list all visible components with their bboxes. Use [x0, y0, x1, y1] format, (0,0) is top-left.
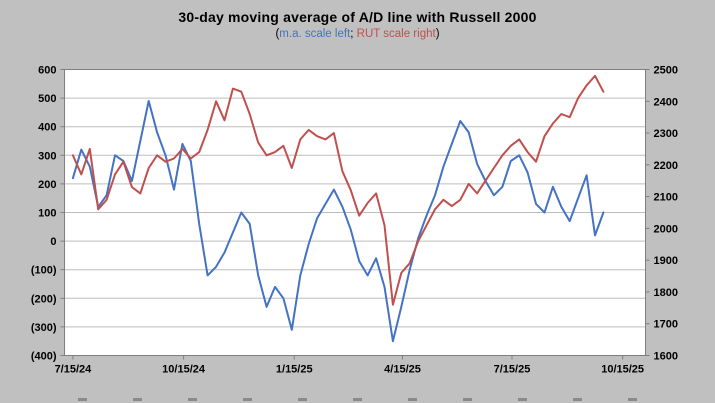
- left-axis-label: 500: [38, 93, 56, 105]
- subtitle-open-paren: (: [275, 28, 280, 40]
- left-axis-label: 300: [38, 150, 56, 162]
- left-axis-label: (300): [31, 322, 57, 334]
- right-axis-label: 2200: [654, 160, 678, 172]
- right-axis-label: 2500: [654, 65, 678, 77]
- x-axis-label: 10/15/24: [162, 364, 206, 376]
- subtitle-close-paren: ): [435, 28, 440, 40]
- x-axis-label: 7/15/24: [55, 364, 93, 376]
- right-axis-label: 1800: [654, 287, 678, 299]
- x-axis-label: 4/15/25: [384, 364, 421, 376]
- right-axis-label: 2300: [654, 128, 678, 140]
- right-axis-label: 2000: [654, 223, 678, 235]
- left-axis-label: (200): [31, 293, 57, 305]
- right-axis-label: 1900: [654, 255, 678, 267]
- right-axis-label: 1600: [654, 351, 678, 363]
- left-axis-label: 600: [38, 65, 56, 77]
- left-axis-label: 400: [38, 122, 56, 134]
- left-axis-label: 0: [50, 236, 56, 248]
- subtitle-rut-scale-label: RUT scale right: [356, 28, 436, 40]
- ma-line: [71, 100, 605, 343]
- right-axis-label: 2100: [654, 192, 678, 204]
- subtitle-ma-scale-label: m.a. scale left: [279, 28, 351, 40]
- chart-subtitle: (m.a. scale left; RUT scale right): [0, 28, 715, 40]
- chart-title: 30-day moving average of A/D line with R…: [178, 9, 537, 25]
- x-axis: 7/15/24 10/15/24 1/15/25 4/15/25 7/15/25 10/1…: [55, 355, 644, 376]
- right-axis-label: 1700: [654, 319, 678, 331]
- x-axis-label: 10/15/25: [601, 364, 644, 376]
- subtitle-separator: ;: [350, 28, 357, 40]
- left-axis-label: 200: [38, 179, 56, 191]
- x-axis-label: 1/15/25: [276, 364, 313, 376]
- right-axis: 2500 2400 2300 2200 2100 2000 1900 1800 1700 1600: [645, 65, 678, 363]
- right-axis-label: 2400: [654, 96, 678, 108]
- left-axis: 600 500 400 300 200 100 0 (100) (200) (300) (400): [31, 65, 65, 363]
- left-axis-label: 100: [38, 208, 56, 220]
- x-axis-label: 7/15/25: [494, 364, 531, 376]
- rut-line: [71, 74, 605, 306]
- left-axis-label: (100): [31, 265, 57, 277]
- left-axis-label: (400): [31, 351, 57, 363]
